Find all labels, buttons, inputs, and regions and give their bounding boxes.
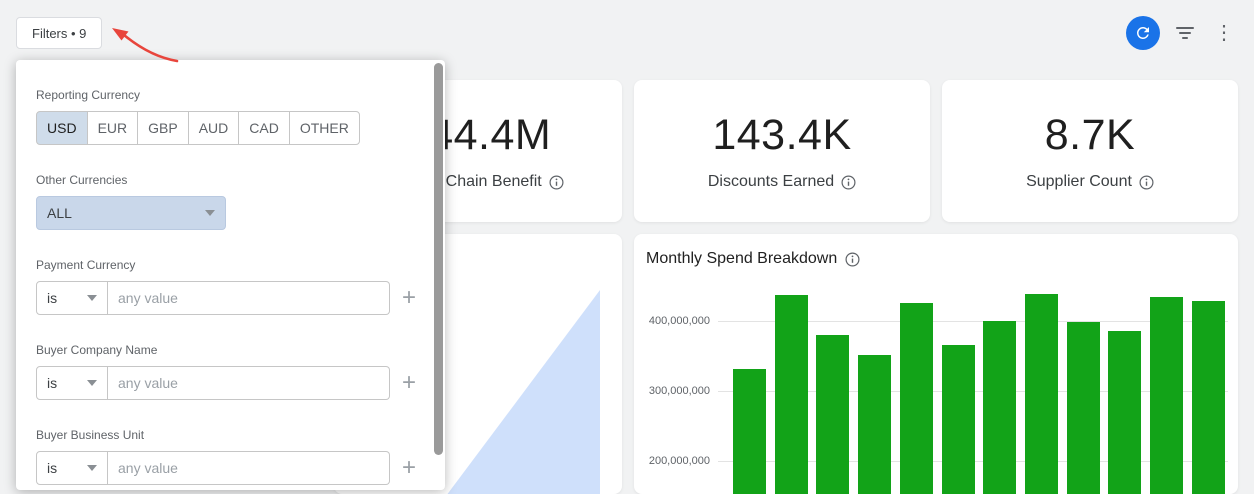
topbar-actions: ⋮ — [1126, 16, 1238, 50]
field-filter-1: Buyer Company Name is + — [36, 343, 421, 400]
scrollbar-thumb[interactable] — [434, 63, 443, 455]
kpi-value: 143.4K — [712, 111, 851, 160]
operator-select[interactable]: is — [36, 281, 108, 315]
currency-option-other[interactable]: OTHER — [289, 111, 360, 145]
filter-label: Payment Currency — [36, 258, 421, 272]
bar-9[interactable] — [1108, 331, 1141, 494]
refresh-icon — [1134, 24, 1152, 42]
bar-3[interactable] — [858, 355, 891, 494]
reporting-currency-group: USDEURGBPAUDCADOTHER — [36, 111, 421, 145]
filters-button[interactable]: Filters • 9 — [16, 17, 102, 49]
spend-chart-plot: 400,000,000 300,000,000 200,000,000 — [634, 234, 1238, 494]
bar-0[interactable] — [733, 369, 766, 494]
currency-option-gbp[interactable]: GBP — [137, 111, 189, 145]
filter-label: Buyer Company Name — [36, 343, 421, 357]
bar-4[interactable] — [900, 303, 933, 494]
add-filter-icon[interactable]: + — [402, 456, 416, 480]
filter-label: Buyer Business Unit — [36, 428, 421, 442]
filter-value-input[interactable] — [108, 281, 390, 315]
bar-10[interactable] — [1150, 297, 1183, 494]
caret-down-icon — [87, 295, 97, 301]
info-icon[interactable] — [1139, 175, 1154, 190]
currency-option-cad[interactable]: CAD — [238, 111, 290, 145]
caret-down-icon — [205, 210, 215, 216]
bar-6[interactable] — [983, 321, 1016, 494]
bar-1[interactable] — [775, 295, 808, 494]
operator-value: is — [47, 290, 57, 306]
filters-panel: Reporting Currency USDEURGBPAUDCADOTHER … — [16, 60, 445, 490]
kpi-label: Discounts Earned — [708, 173, 834, 191]
reporting-currency-label: Reporting Currency — [36, 88, 421, 102]
bar-7[interactable] — [1025, 294, 1058, 494]
refresh-button[interactable] — [1126, 16, 1160, 50]
filter-value-input[interactable] — [108, 366, 390, 400]
operator-select[interactable]: is — [36, 451, 108, 485]
operator-value: is — [47, 375, 57, 391]
kpi-card-supplier-count: 8.7K Supplier Count — [942, 80, 1238, 222]
caret-down-icon — [87, 380, 97, 386]
caret-down-icon — [87, 465, 97, 471]
filter-lines-icon — [1176, 24, 1194, 42]
filter-menu-button[interactable] — [1172, 20, 1198, 46]
chart-title: Monthly Spend Breakdown — [646, 250, 837, 268]
bar-8[interactable] — [1067, 322, 1100, 494]
filter-value-input[interactable] — [108, 451, 390, 485]
info-icon[interactable] — [845, 252, 860, 267]
kebab-icon: ⋮ — [1214, 23, 1234, 43]
y-axis-tick-label: 300,000,000 — [634, 385, 710, 397]
bar-5[interactable] — [942, 345, 975, 494]
kpi-label: Supplier Count — [1026, 173, 1132, 191]
kebab-menu-button[interactable]: ⋮ — [1210, 19, 1238, 47]
kpi-value: 8.7K — [1045, 111, 1135, 160]
y-axis-tick-label: 200,000,000 — [634, 455, 710, 467]
y-axis-tick-label: 400,000,000 — [634, 315, 710, 327]
operator-select[interactable]: is — [36, 366, 108, 400]
info-icon[interactable] — [841, 175, 856, 190]
kpi-card-discounts-earned: 143.4K Discounts Earned — [634, 80, 930, 222]
currency-option-usd[interactable]: USD — [36, 111, 88, 145]
field-filter-0: Payment Currency is + — [36, 258, 421, 315]
other-currencies-select[interactable]: ALL — [36, 196, 226, 230]
other-currencies-label: Other Currencies — [36, 173, 421, 187]
currency-option-aud[interactable]: AUD — [188, 111, 240, 145]
operator-value: is — [47, 460, 57, 476]
other-currencies-value: ALL — [47, 205, 72, 221]
add-filter-icon[interactable]: + — [402, 286, 416, 310]
add-filter-icon[interactable]: + — [402, 371, 416, 395]
bar-2[interactable] — [816, 335, 849, 494]
currency-option-eur[interactable]: EUR — [87, 111, 139, 145]
bar-11[interactable] — [1192, 301, 1225, 494]
field-filter-list: Payment Currency is + Buyer Company Name is +… — [36, 258, 421, 485]
info-icon[interactable] — [549, 175, 564, 190]
monthly-spend-card: Monthly Spend Breakdown 400,000,000 300,0… — [634, 234, 1238, 494]
field-filter-2: Buyer Business Unit is + — [36, 428, 421, 485]
